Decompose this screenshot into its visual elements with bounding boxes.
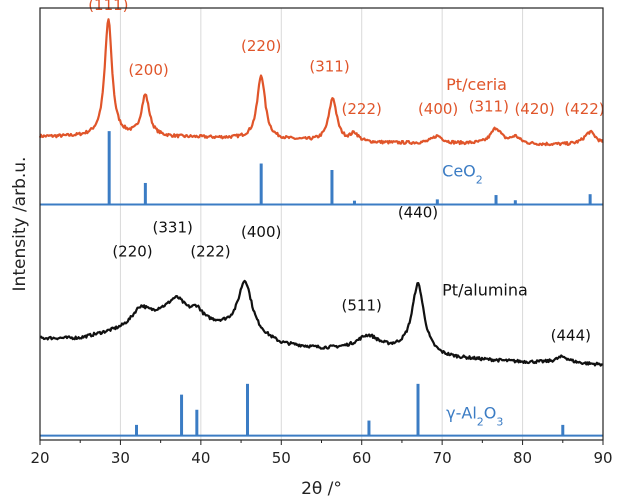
series-ceo2 xyxy=(40,131,603,206)
x-tick-label: 40 xyxy=(191,449,210,467)
peak-label: (222) xyxy=(342,100,382,118)
peak-label: (311) xyxy=(309,58,349,76)
peak-label: (111) xyxy=(88,0,128,14)
series-pt-alumina xyxy=(39,279,603,367)
series-line xyxy=(38,18,604,147)
plot-area: (111) (200) (220) (311) (222) (400) (311) (420)… xyxy=(38,0,605,437)
x-tick-label: 60 xyxy=(352,449,371,467)
y-axis-title: Intensity /arb.u. xyxy=(10,157,30,292)
peak-label: (311) xyxy=(469,98,509,116)
grid-lines xyxy=(119,8,524,440)
series-label: Pt/ceria xyxy=(446,75,507,94)
x-axis-ticks: 20 30 40 50 60 70 80 90 xyxy=(30,440,613,467)
peak-label: (422) xyxy=(564,100,604,118)
x-axis-title: 2θ /° xyxy=(301,479,342,499)
peak-label: (400) xyxy=(418,100,458,118)
peak-label: (200) xyxy=(128,61,168,79)
series-line xyxy=(39,279,603,367)
peak-label: (400) xyxy=(241,223,281,241)
x-tick-label: 80 xyxy=(513,449,532,467)
peak-label: (222) xyxy=(190,242,230,260)
x-tick-label: 70 xyxy=(433,449,452,467)
x-tick-label: 50 xyxy=(272,449,291,467)
peak-label: (220) xyxy=(112,242,152,260)
peak-label: (331) xyxy=(153,219,193,237)
peak-label: (444) xyxy=(551,327,591,345)
x-tick-label: 90 xyxy=(593,449,612,467)
series-label: γ-Al2O3 xyxy=(446,403,503,428)
x-tick-label: 20 xyxy=(30,449,49,467)
peak-label: (440) xyxy=(398,204,438,222)
peak-label: (420) xyxy=(514,100,554,118)
series-label: Pt/alumina xyxy=(442,280,528,299)
series-label: CeO2 xyxy=(442,161,483,186)
series-pt-ceria xyxy=(38,18,604,147)
peak-label: (220) xyxy=(241,37,281,55)
series--al2o3 xyxy=(40,383,603,437)
x-tick-label: 30 xyxy=(111,449,130,467)
peak-label: (511) xyxy=(342,296,382,314)
